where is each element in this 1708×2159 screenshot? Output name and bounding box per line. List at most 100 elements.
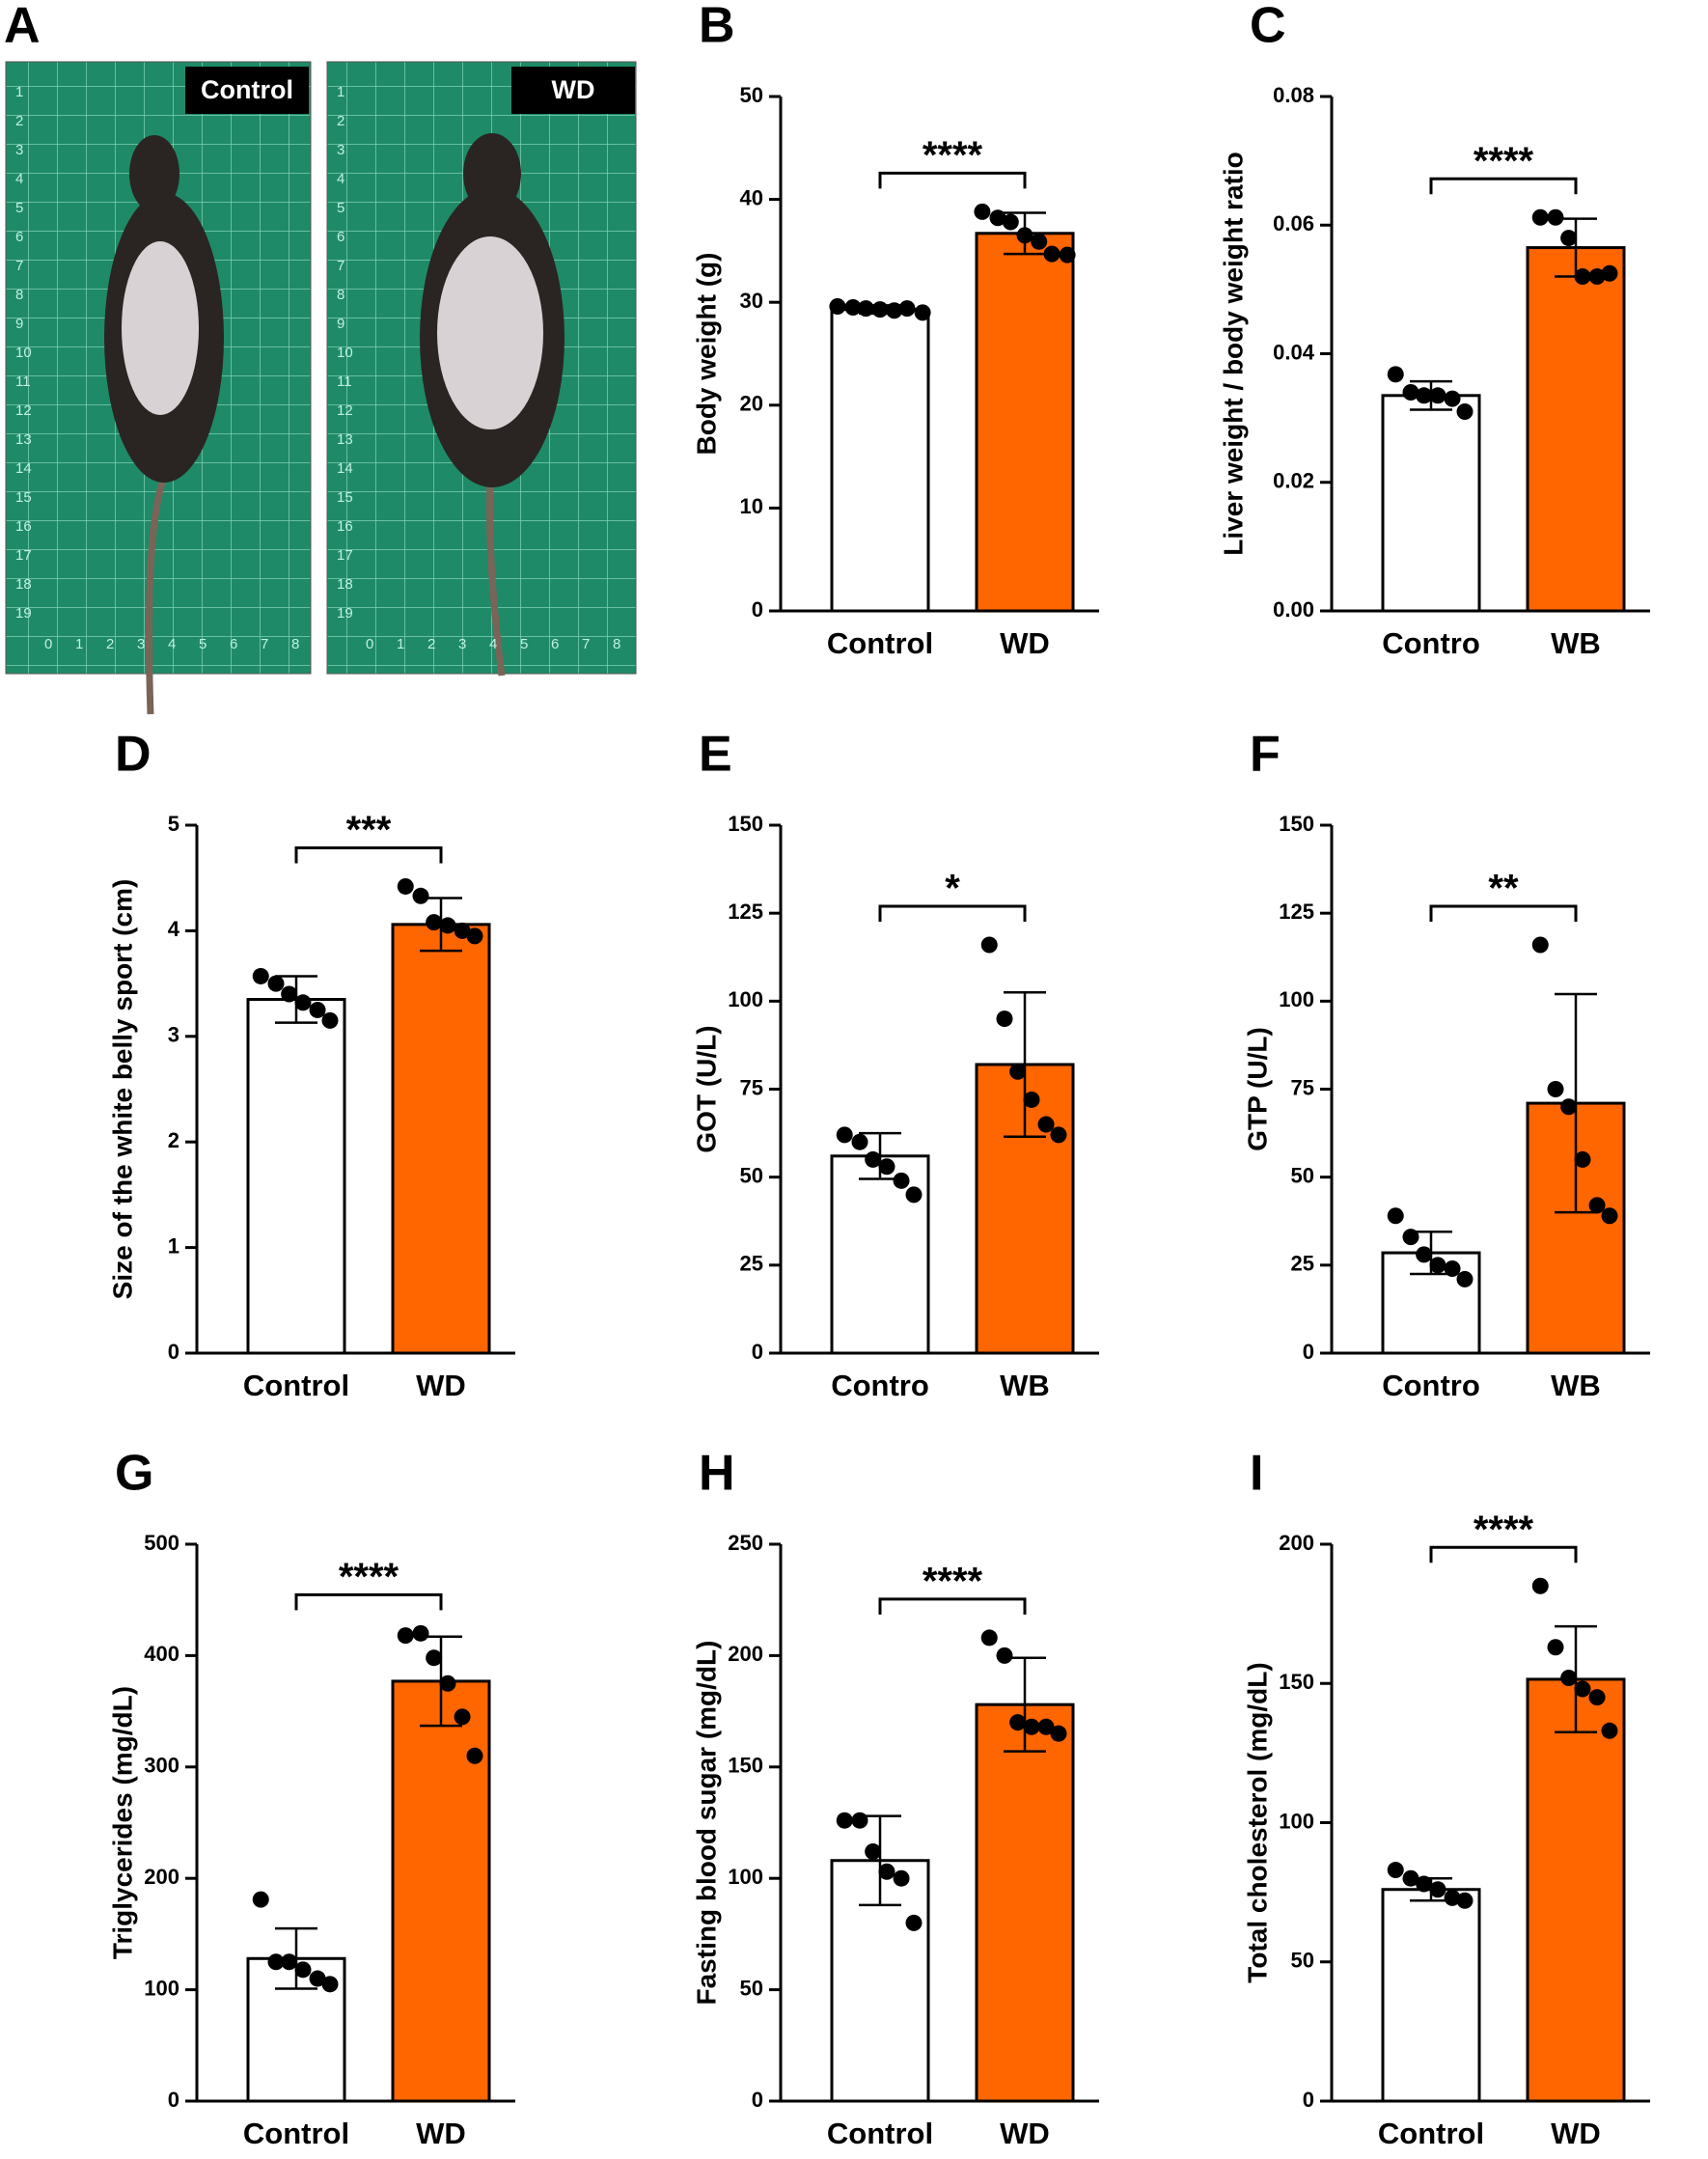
data-point <box>294 1961 312 1979</box>
y-tick-label: 25 <box>740 1252 763 1276</box>
x-tick-label: Control <box>827 2117 933 2150</box>
significance-label: * <box>945 868 960 910</box>
ruler-number: 2 <box>15 113 23 129</box>
data-point <box>281 985 298 1003</box>
ruler-number: 0 <box>44 636 52 652</box>
bar <box>1526 246 1626 613</box>
data-point <box>1444 390 1461 407</box>
ruler-number: 7 <box>582 636 590 652</box>
data-point <box>1043 245 1061 263</box>
y-tick-label: 500 <box>144 1531 179 1555</box>
y-tick-label: 100 <box>1279 987 1314 1011</box>
ruler-number: 1 <box>15 84 23 100</box>
panel-label: C <box>1250 0 1286 54</box>
y-tick-label: 0 <box>168 2088 179 2112</box>
y-tick-label: 0 <box>752 597 763 622</box>
significance-label: **** <box>923 134 983 177</box>
ruler-number: 4 <box>15 171 23 187</box>
ruler-number: 6 <box>551 636 559 652</box>
y-tick-label: 200 <box>144 1865 179 1889</box>
ruler-number: 8 <box>613 636 620 652</box>
data-point <box>1444 1889 1461 1906</box>
y-tick-label: 10 <box>740 494 763 518</box>
x-tick-label: WD <box>1000 2117 1050 2150</box>
panel-label: G <box>115 1446 153 1502</box>
data-point <box>1050 1126 1067 1144</box>
panel-label: B <box>699 0 735 54</box>
ruler-number: 3 <box>458 636 466 652</box>
significance-bracket <box>878 171 1027 189</box>
y-axis-label: Fasting blood sugar (mg/dL) <box>691 1641 721 2006</box>
ruler-number: 3 <box>337 142 344 158</box>
data-point <box>426 1649 443 1667</box>
x-tick-label: Contro <box>1382 626 1480 660</box>
y-axis-label: GOT (U/L) <box>691 1025 721 1152</box>
bar <box>1381 394 1481 613</box>
ruler-number: 15 <box>15 489 32 506</box>
data-point <box>1037 1718 1055 1735</box>
data-point <box>905 1186 923 1204</box>
ruler-number: 0 <box>366 636 373 652</box>
y-axis-label: Size of the white belly sport (cm) <box>107 879 137 1300</box>
ruler-number: 17 <box>337 547 353 564</box>
significance-bracket <box>294 845 443 864</box>
tag-box <box>185 67 309 114</box>
ruler-number: 12 <box>15 402 32 419</box>
y-tick-label: 75 <box>740 1075 763 1099</box>
ruler-number: 1 <box>337 84 344 100</box>
bar <box>246 998 346 1355</box>
ruler-number: 6 <box>15 229 23 245</box>
ruler-number: 8 <box>291 636 299 652</box>
data-point <box>1416 387 1433 404</box>
data-point <box>252 1891 269 1908</box>
bar <box>1381 1888 1481 2103</box>
data-point <box>439 917 456 934</box>
ruler-number: 10 <box>337 345 353 361</box>
ruler-number: 1 <box>397 636 404 652</box>
ruler-number: 5 <box>199 636 207 652</box>
ruler-number: 13 <box>15 431 32 448</box>
data-point <box>1016 227 1033 244</box>
photo-control <box>5 61 312 715</box>
y-tick-label: 0 <box>1303 1340 1314 1364</box>
significance-label: **** <box>1474 140 1534 182</box>
data-point <box>857 300 874 318</box>
y-tick-label: 200 <box>728 1642 763 1666</box>
ruler-number: 16 <box>337 518 353 535</box>
data-point <box>281 1953 298 1971</box>
tag-box <box>511 67 635 114</box>
data-point <box>1059 246 1076 263</box>
y-tick-label: 50 <box>740 1976 763 2000</box>
x-tick-label: WB <box>1000 1369 1050 1402</box>
data-point <box>1456 1892 1474 1909</box>
bar <box>975 1702 1075 2103</box>
data-point <box>829 297 846 315</box>
ruler-number: 7 <box>261 636 268 652</box>
bar <box>975 232 1075 613</box>
data-point <box>878 1863 895 1880</box>
ruler-number: 3 <box>15 142 23 158</box>
data-point <box>1050 1725 1067 1742</box>
ruler-number: 5 <box>337 200 344 216</box>
data-point <box>1023 1091 1040 1108</box>
data-point <box>905 1914 923 1931</box>
data-point <box>1574 1150 1591 1168</box>
data-point <box>980 1629 998 1647</box>
data-point <box>267 975 285 992</box>
x-tick-label: WB <box>1551 626 1601 660</box>
data-point <box>466 1747 483 1764</box>
y-axis-label: Total cholesterol (mg/dL) <box>1242 1662 1272 1982</box>
y-tick-label: 50 <box>1291 1949 1314 1973</box>
significance-bracket <box>1429 177 1578 195</box>
ruler-number: 2 <box>106 636 114 652</box>
ruler-number: 4 <box>489 636 497 652</box>
data-point <box>1387 366 1404 383</box>
y-tick-label: 400 <box>144 1642 179 1666</box>
panel-label: E <box>699 727 732 783</box>
data-point <box>1601 264 1618 282</box>
ruler-number: 6 <box>230 636 237 652</box>
ruler-number: 3 <box>137 636 145 652</box>
data-point <box>989 209 1006 227</box>
data-point <box>454 922 471 939</box>
data-point <box>1031 233 1048 250</box>
